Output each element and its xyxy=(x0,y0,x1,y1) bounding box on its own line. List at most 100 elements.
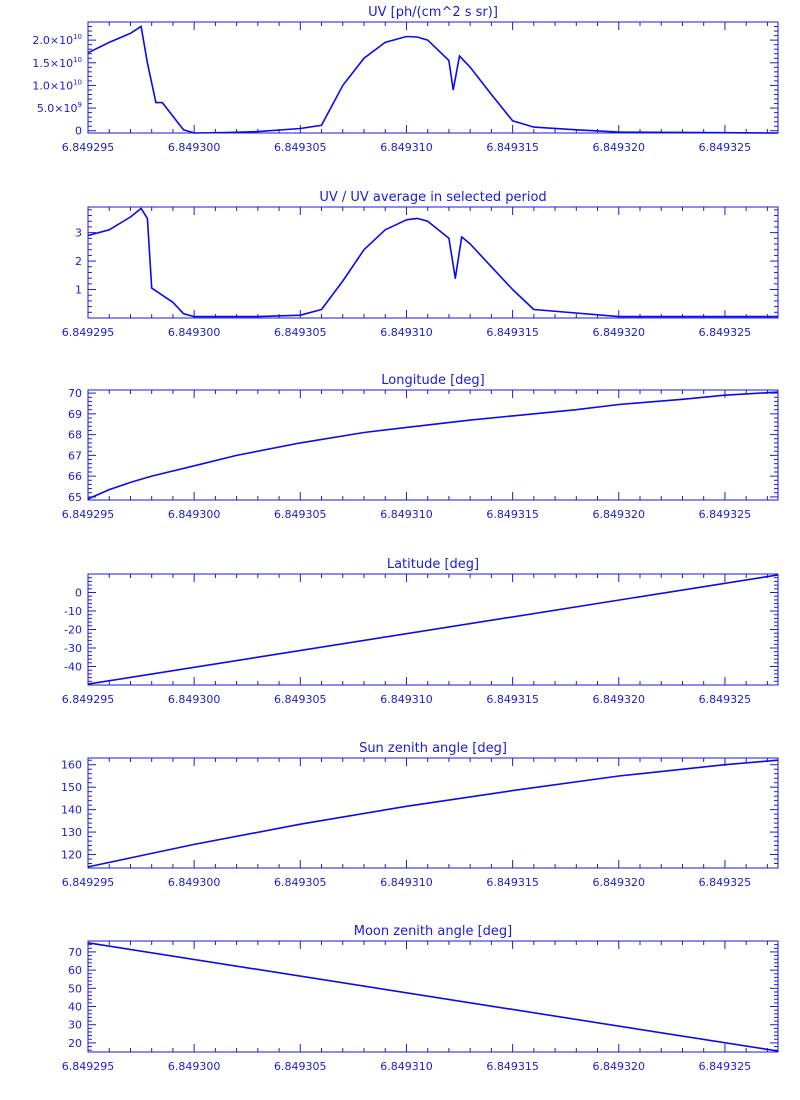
x-tick-label: 6.849315 xyxy=(486,141,539,154)
x-tick-label: 6.849325 xyxy=(699,141,752,154)
chart-panel-1: UV / UV average in selected period 6.8492… xyxy=(62,190,779,339)
y-tick-mantissa: 1.0×10 xyxy=(32,79,73,92)
y-tick-label: -30 xyxy=(64,642,82,655)
y-tick-label: 0 xyxy=(75,125,82,138)
chart-title: Moon zenith angle [deg] xyxy=(354,924,512,939)
x-tick-label: 6.849325 xyxy=(699,876,752,889)
y-tick-label: 160 xyxy=(61,759,82,772)
chart-panel-5: Moon zenith angle [deg] 6.849295 6.849300 6… xyxy=(62,924,779,1073)
y-tick-label: 3 xyxy=(75,227,82,240)
x-tick-label: 6.849295 xyxy=(62,876,115,889)
x-tick-label: 6.849300 xyxy=(168,693,221,706)
y-tick-label: 0 xyxy=(75,587,82,600)
y-tick-label: 60 xyxy=(68,964,82,977)
x-tick-label: 6.849295 xyxy=(62,141,115,154)
chart-panel-3: Latitude [deg] 6.849295 6.849300 6.849305 6.… xyxy=(62,557,779,706)
plot-frame xyxy=(87,940,779,1053)
y-tick-label: 20 xyxy=(68,1037,82,1050)
x-tick-label: 6.849295 xyxy=(62,693,115,706)
series-line-0 xyxy=(87,759,779,868)
x-tick-label: 6.849305 xyxy=(274,876,327,889)
y-tick-label: 70 xyxy=(68,946,82,959)
x-tick-label: 6.849295 xyxy=(62,508,115,521)
y-tick-label: 65 xyxy=(68,491,82,504)
y-tick-mantissa: 1.5×10 xyxy=(32,57,73,70)
y-tick-label: -40 xyxy=(64,661,82,674)
x-tick-label: 6.849310 xyxy=(380,876,433,889)
series-line-0 xyxy=(87,391,779,500)
y-tick-label: 140 xyxy=(61,804,82,817)
x-tick-label: 6.849300 xyxy=(168,876,221,889)
chart-panel-4: Sun zenith angle [deg] 6.849295 6.849300 6.… xyxy=(61,741,779,889)
y-tick-mantissa: 5.0×10 xyxy=(37,102,78,115)
x-tick-label: 6.849315 xyxy=(486,876,539,889)
y-tick-label: -10 xyxy=(64,605,82,618)
x-tick-label: 6.849320 xyxy=(593,508,646,521)
x-tick-label: 6.849310 xyxy=(380,1060,433,1073)
x-tick-label: 6.849300 xyxy=(168,508,221,521)
y-tick-label: 66 xyxy=(68,470,82,483)
y-tick-label: 68 xyxy=(68,429,82,442)
y-tick-label: 2 xyxy=(75,255,82,268)
chart-title: UV [ph/(cm^2 s sr)] xyxy=(368,5,498,20)
x-tick-label: 6.849320 xyxy=(593,326,646,339)
x-tick-label: 6.849305 xyxy=(274,1060,327,1073)
y-tick-label: 67 xyxy=(68,449,82,462)
x-tick-label: 6.849320 xyxy=(593,693,646,706)
y-tick-label: 150 xyxy=(61,781,82,794)
x-tick-label: 6.849305 xyxy=(274,693,327,706)
y-tick-label: 1.5×1010 xyxy=(32,56,82,70)
y-tick-label: 50 xyxy=(68,982,82,995)
series-line-0 xyxy=(87,25,779,134)
chart-panel-0: UV [ph/(cm^2 s sr)] 6.849295 6.849300 6.849… xyxy=(32,5,779,154)
plot-frame xyxy=(87,21,779,134)
y-tick-exponent: 10 xyxy=(73,56,82,64)
x-tick-label: 6.849315 xyxy=(486,693,539,706)
chart-title: Latitude [deg] xyxy=(387,557,479,572)
plot-frame xyxy=(87,389,779,501)
x-tick-label: 6.849310 xyxy=(380,693,433,706)
series-line-0 xyxy=(87,574,779,685)
series-line-0 xyxy=(87,942,779,1052)
x-tick-label: 6.849305 xyxy=(274,508,327,521)
y-tick-label: 40 xyxy=(68,1001,82,1014)
y-tick-label: 5.0×109 xyxy=(37,101,82,115)
y-tick-label: 30 xyxy=(68,1019,82,1032)
y-tick-label: 1 xyxy=(75,284,82,297)
y-tick-label: 130 xyxy=(61,826,82,839)
chart-title: Sun zenith angle [deg] xyxy=(359,741,507,756)
y-tick-exponent: 10 xyxy=(73,33,82,41)
x-tick-label: 6.849320 xyxy=(593,876,646,889)
x-tick-label: 6.849300 xyxy=(168,1060,221,1073)
y-tick-label: 2.0×1010 xyxy=(32,33,82,47)
x-tick-label: 6.849325 xyxy=(699,326,752,339)
x-tick-label: 6.849310 xyxy=(380,326,433,339)
chart-title: Longitude [deg] xyxy=(381,373,484,388)
plot-frame xyxy=(87,757,779,869)
y-tick-label: -20 xyxy=(64,624,82,637)
x-tick-label: 6.849325 xyxy=(699,1060,752,1073)
y-tick-label: 69 xyxy=(68,408,82,421)
y-tick-label: 70 xyxy=(68,387,82,400)
y-tick-label: 120 xyxy=(61,849,82,862)
x-tick-label: 6.849315 xyxy=(486,1060,539,1073)
x-tick-label: 6.849315 xyxy=(486,326,539,339)
y-tick-exponent: 10 xyxy=(73,78,82,86)
y-tick-mantissa: 2.0×10 xyxy=(32,34,73,47)
x-tick-label: 6.849295 xyxy=(62,326,115,339)
chart-panel-2: Longitude [deg] 6.849295 6.849300 6.849305 6… xyxy=(62,373,779,521)
x-tick-label: 6.849305 xyxy=(274,326,327,339)
x-tick-label: 6.849300 xyxy=(168,141,221,154)
series-line-0 xyxy=(87,207,778,318)
x-tick-label: 6.849310 xyxy=(380,141,433,154)
y-tick-exponent: 9 xyxy=(78,101,82,109)
x-tick-label: 6.849305 xyxy=(274,141,327,154)
y-tick-label: 1.0×1010 xyxy=(32,78,82,92)
x-tick-label: 6.849325 xyxy=(699,508,752,521)
plot-frame xyxy=(87,206,779,319)
x-tick-label: 6.849300 xyxy=(168,326,221,339)
chart-title: UV / UV average in selected period xyxy=(319,190,546,205)
x-tick-label: 6.849295 xyxy=(62,1060,115,1073)
x-tick-label: 6.849320 xyxy=(593,141,646,154)
